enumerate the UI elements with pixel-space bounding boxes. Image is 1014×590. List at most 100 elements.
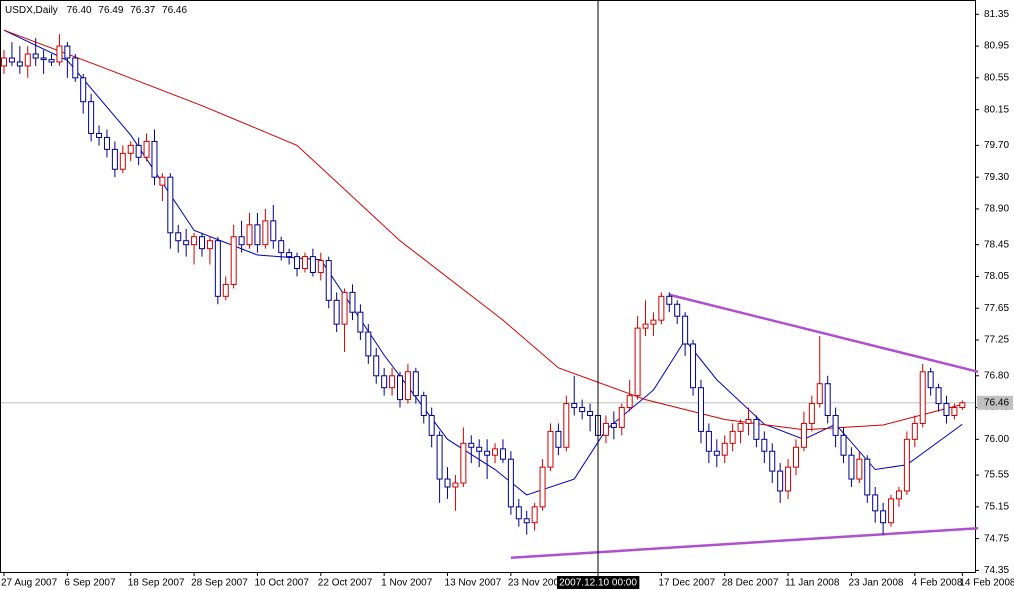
x-tick-label: 22 Oct 2007 bbox=[318, 578, 373, 589]
candle-body bbox=[381, 375, 388, 389]
y-tick-label: 80.95 bbox=[984, 41, 1009, 52]
candle-body bbox=[357, 311, 364, 333]
ohlc-value: 76.37 bbox=[130, 5, 155, 16]
candle-body bbox=[579, 407, 586, 413]
candle-body bbox=[602, 422, 609, 436]
y-tick-label: 80.15 bbox=[984, 104, 1009, 115]
candle-body bbox=[587, 411, 594, 416]
candle-body bbox=[872, 494, 879, 512]
ohlc-value: 76.40 bbox=[67, 5, 92, 16]
x-tick-label: 11 Jan 2008 bbox=[785, 578, 840, 589]
candle-body bbox=[895, 490, 902, 500]
candle-body bbox=[127, 144, 134, 154]
candle-body bbox=[262, 220, 269, 246]
candle-body bbox=[111, 148, 118, 170]
candle-body bbox=[618, 407, 625, 428]
candle-body bbox=[64, 45, 71, 59]
candle-body bbox=[626, 395, 633, 409]
candle-body bbox=[230, 236, 237, 285]
candle-body bbox=[254, 224, 261, 246]
candle-body bbox=[167, 176, 174, 234]
candle-body bbox=[214, 240, 221, 297]
candle-body bbox=[159, 176, 166, 186]
candle-body bbox=[72, 57, 79, 79]
y-tick-label: 76.00 bbox=[984, 434, 1009, 445]
candle-body bbox=[539, 466, 546, 508]
candle-body bbox=[341, 291, 348, 325]
candle-body bbox=[96, 132, 103, 138]
candle-body bbox=[460, 442, 467, 484]
candle-body bbox=[682, 315, 689, 345]
y-tick-label: 77.65 bbox=[984, 303, 1009, 314]
candle-body bbox=[856, 458, 863, 480]
last-price-box bbox=[977, 395, 1013, 410]
candle-body bbox=[103, 136, 110, 150]
candle-body bbox=[888, 498, 895, 524]
candle-body bbox=[737, 422, 744, 432]
x-tick-label: 6 Sep 2007 bbox=[64, 578, 116, 589]
ohlc-value: 76.46 bbox=[162, 5, 187, 16]
candle-body bbox=[32, 53, 39, 59]
y-tick-label: 74.75 bbox=[984, 533, 1009, 544]
candle-body bbox=[634, 327, 641, 397]
candle-body bbox=[690, 343, 697, 389]
candle-body bbox=[610, 422, 617, 428]
y-tick-label: 79.30 bbox=[984, 172, 1009, 183]
candle-body bbox=[199, 236, 205, 250]
y-tick-label: 75.15 bbox=[984, 501, 1009, 512]
candle-body bbox=[365, 331, 372, 357]
candle-body bbox=[191, 236, 198, 246]
candle-body bbox=[246, 224, 253, 246]
candle-body bbox=[143, 140, 150, 158]
y-tick-label: 78.45 bbox=[984, 239, 1009, 250]
candle-body bbox=[761, 438, 768, 452]
candle-body bbox=[713, 450, 720, 456]
candle-body bbox=[325, 260, 332, 301]
candle-body bbox=[816, 383, 823, 405]
candle-body bbox=[903, 438, 910, 492]
candle-body bbox=[507, 458, 514, 508]
candle-body bbox=[515, 506, 522, 520]
candle-body bbox=[840, 434, 847, 456]
candle-body bbox=[40, 57, 47, 61]
candle-body bbox=[238, 236, 245, 246]
plot-frame bbox=[0, 0, 976, 573]
x-tick-label: 23 Jan 2008 bbox=[848, 578, 903, 589]
candle-body bbox=[492, 448, 499, 456]
trendline bbox=[510, 527, 979, 559]
y-tick-label: 74.35 bbox=[984, 565, 1009, 576]
candle-body bbox=[8, 57, 15, 63]
candle-body bbox=[80, 77, 87, 103]
x-tick-label: 18 Sep 2007 bbox=[128, 578, 185, 589]
moving-average bbox=[3, 29, 963, 431]
candle-body bbox=[880, 510, 887, 524]
candle-body bbox=[468, 442, 475, 448]
candle-body bbox=[769, 450, 776, 472]
ohlc-value: 76.49 bbox=[98, 5, 123, 16]
chart-title: USDX,Daily 76.40 76.49 76.37 76.46 bbox=[5, 5, 187, 16]
candle-body bbox=[135, 144, 142, 158]
x-tick-label: 1 Nov 2007 bbox=[381, 578, 433, 589]
candle-body bbox=[56, 45, 63, 63]
candle-body bbox=[183, 240, 190, 246]
candle-body bbox=[278, 240, 285, 254]
candle-body bbox=[666, 295, 673, 305]
candle-body bbox=[959, 402, 966, 409]
candle-body bbox=[317, 260, 324, 273]
candle-body bbox=[927, 371, 934, 389]
candle-body bbox=[16, 61, 23, 67]
y-tick-label: 76.80 bbox=[984, 370, 1009, 381]
y-tick-label: 75.55 bbox=[984, 470, 1009, 481]
candle-body bbox=[935, 387, 942, 405]
candle-body bbox=[793, 446, 799, 468]
x-tick-label: 27 Aug 2007 bbox=[1, 578, 58, 589]
candle-body bbox=[175, 232, 182, 242]
x-tick-label: 28 Dec 2007 bbox=[722, 578, 779, 589]
candle-body bbox=[697, 387, 704, 432]
crosshair-label: 2007.12.10 00:00 bbox=[559, 578, 637, 589]
candle-body bbox=[48, 59, 55, 63]
candle-body bbox=[151, 140, 158, 178]
candle-body bbox=[397, 375, 403, 401]
candle-body bbox=[349, 291, 356, 313]
